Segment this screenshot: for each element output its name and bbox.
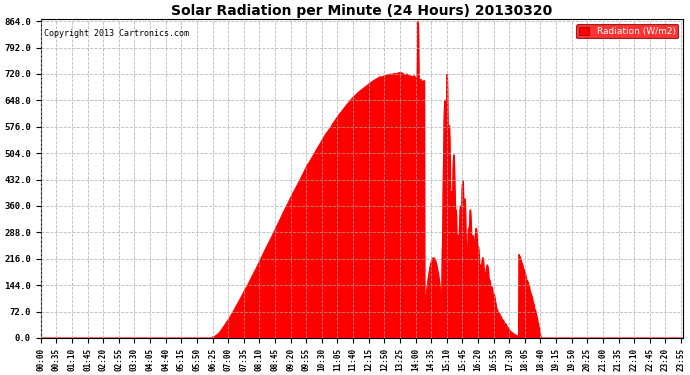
Text: Copyright 2013 Cartronics.com: Copyright 2013 Cartronics.com [44,29,189,38]
Legend: Radiation (W/m2): Radiation (W/m2) [576,24,678,38]
Title: Solar Radiation per Minute (24 Hours) 20130320: Solar Radiation per Minute (24 Hours) 20… [171,4,553,18]
